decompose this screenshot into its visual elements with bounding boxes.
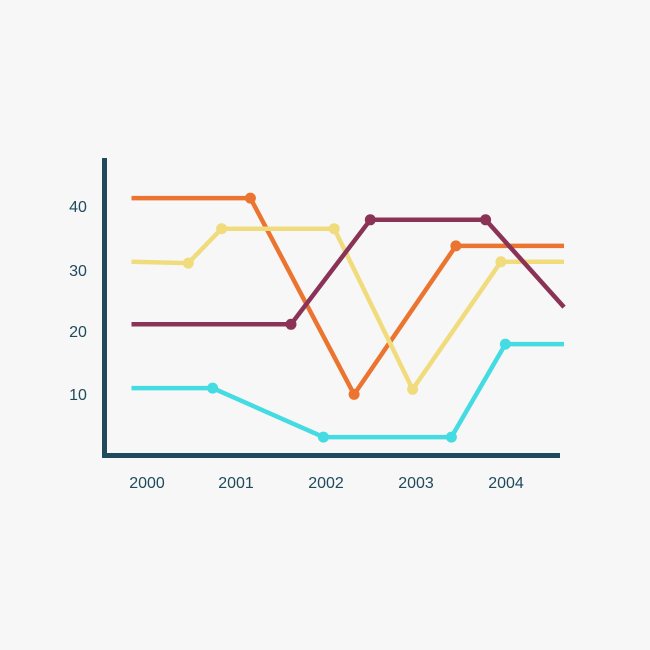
x-tick-label-2000: 2000 — [129, 475, 165, 492]
series-4-point — [317, 431, 329, 443]
series-3 — [131, 214, 566, 330]
series-2-point — [182, 257, 194, 269]
series-1-line — [131, 195, 564, 397]
series-layer — [131, 192, 566, 443]
series-2 — [131, 223, 564, 395]
series-1-point — [244, 192, 256, 204]
series-4-line — [131, 341, 564, 440]
series-1-point — [450, 240, 462, 252]
series-2-point — [407, 383, 419, 395]
series-2-point — [216, 223, 228, 235]
series-1-point — [348, 388, 360, 400]
series-2-point — [495, 256, 507, 268]
series-3-point — [364, 214, 376, 226]
x-tick-label-2004: 2004 — [488, 475, 524, 492]
series-1 — [131, 192, 564, 400]
series-4-point — [445, 431, 457, 443]
series-4-point — [499, 338, 511, 350]
x-tick-label-2003: 2003 — [398, 475, 434, 492]
x-tick-label-2002: 2002 — [308, 475, 344, 492]
x-tick-label-2001: 2001 — [218, 475, 254, 492]
y-tick-label-10: 10 — [69, 387, 87, 404]
tick-labels: 10 20 30 40 2000 2001 2002 2003 2004 — [69, 199, 524, 492]
axes — [102, 158, 560, 458]
y-tick-label-30: 30 — [69, 263, 87, 280]
series-2-point — [328, 223, 340, 235]
series-3-point — [285, 318, 297, 330]
series-3-point — [480, 214, 492, 226]
series-4-point — [207, 382, 219, 394]
y-tick-label-20: 20 — [69, 324, 87, 341]
y-tick-label-40: 40 — [69, 199, 87, 216]
series-3-line — [131, 217, 566, 327]
series-4 — [131, 338, 564, 443]
